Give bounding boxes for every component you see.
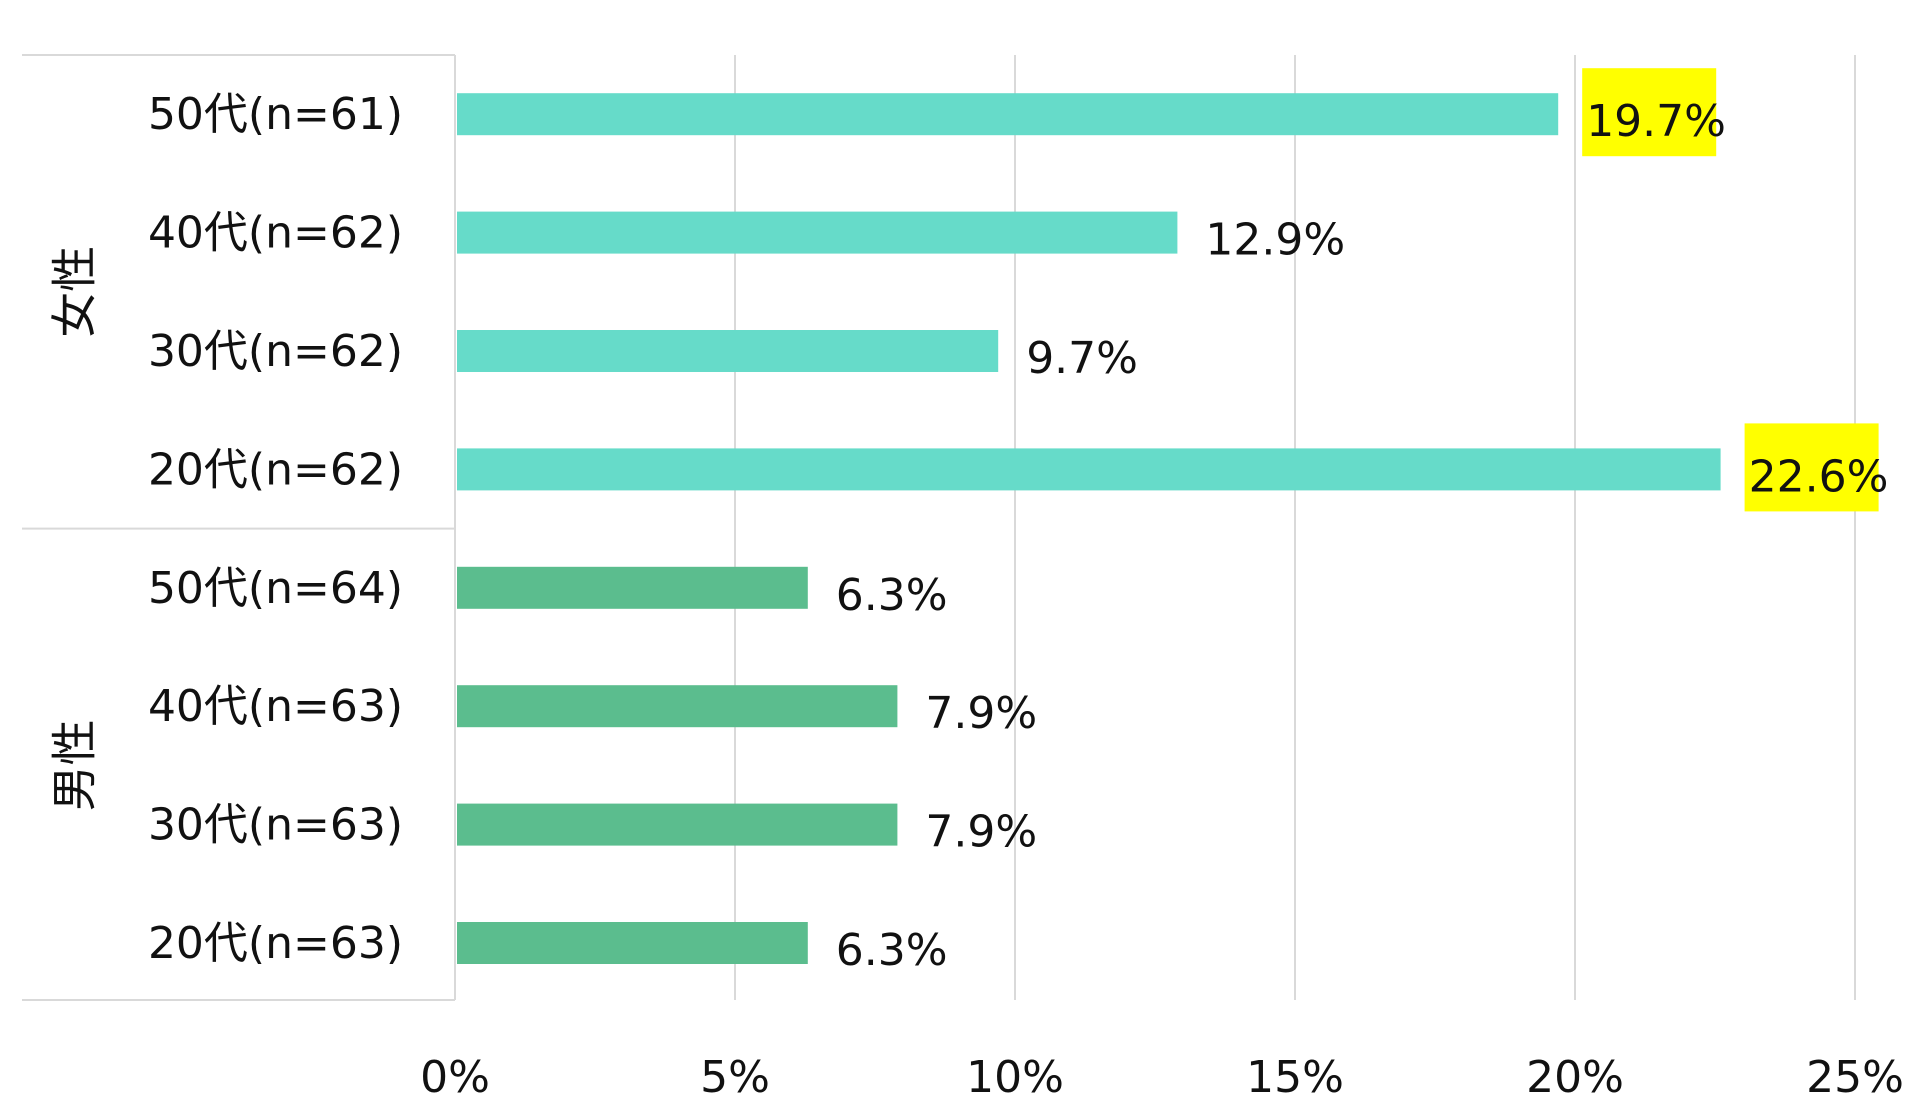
value-label: 19.7% bbox=[1586, 96, 1726, 147]
value-label: 22.6% bbox=[1749, 451, 1889, 502]
category-labels: 50代(n=61) 40代(n=62) 30代(n=62) 20代(n=62) 50代(… bbox=[148, 89, 403, 969]
bar bbox=[457, 93, 1559, 136]
category-label: 50代(n=61) bbox=[148, 89, 403, 140]
x-tick-label: 0% bbox=[420, 1052, 490, 1103]
value-highlight bbox=[1744, 423, 1879, 512]
category-frame bbox=[22, 54, 456, 1001]
category-label: 20代(n=63) bbox=[148, 918, 403, 969]
value-label: 6.3% bbox=[836, 570, 948, 621]
grid-lines bbox=[734, 55, 1856, 1000]
x-tick-label: 20% bbox=[1526, 1052, 1624, 1103]
category-label: 40代(n=63) bbox=[148, 681, 403, 732]
x-tick-label: 5% bbox=[700, 1052, 770, 1103]
x-tick-label: 10% bbox=[966, 1052, 1064, 1103]
value-label: 12.9% bbox=[1205, 215, 1345, 266]
x-tick-label: 15% bbox=[1246, 1052, 1344, 1103]
x-tick-label: 25% bbox=[1806, 1052, 1904, 1103]
group-label: 男性 bbox=[48, 719, 102, 811]
category-label: 30代(n=62) bbox=[148, 326, 403, 377]
x-tick-labels: 0% 5% 10% 15% 20% 25% bbox=[420, 1052, 1904, 1103]
bar bbox=[457, 685, 898, 728]
bar bbox=[457, 448, 1721, 491]
category-label: 50代(n=64) bbox=[148, 563, 403, 614]
category-label: 30代(n=63) bbox=[148, 800, 403, 851]
category-label: 40代(n=62) bbox=[148, 208, 403, 259]
value-highlight bbox=[1582, 68, 1717, 157]
bar bbox=[457, 803, 898, 846]
value-label: 9.7% bbox=[1026, 333, 1138, 384]
value-label: 7.9% bbox=[925, 688, 1037, 739]
bars: 19.7% 12.9% 9.7% 22.6% 6.3% 7.9% 7.9% 6.3% bbox=[457, 68, 1888, 976]
bar bbox=[457, 211, 1178, 254]
bar bbox=[457, 330, 999, 372]
value-label: 6.3% bbox=[836, 925, 948, 976]
category-label: 20代(n=62) bbox=[148, 444, 403, 495]
bar bbox=[457, 566, 808, 609]
bar bbox=[457, 922, 808, 964]
group-label: 女性 bbox=[48, 246, 102, 338]
value-label: 7.9% bbox=[925, 807, 1037, 858]
